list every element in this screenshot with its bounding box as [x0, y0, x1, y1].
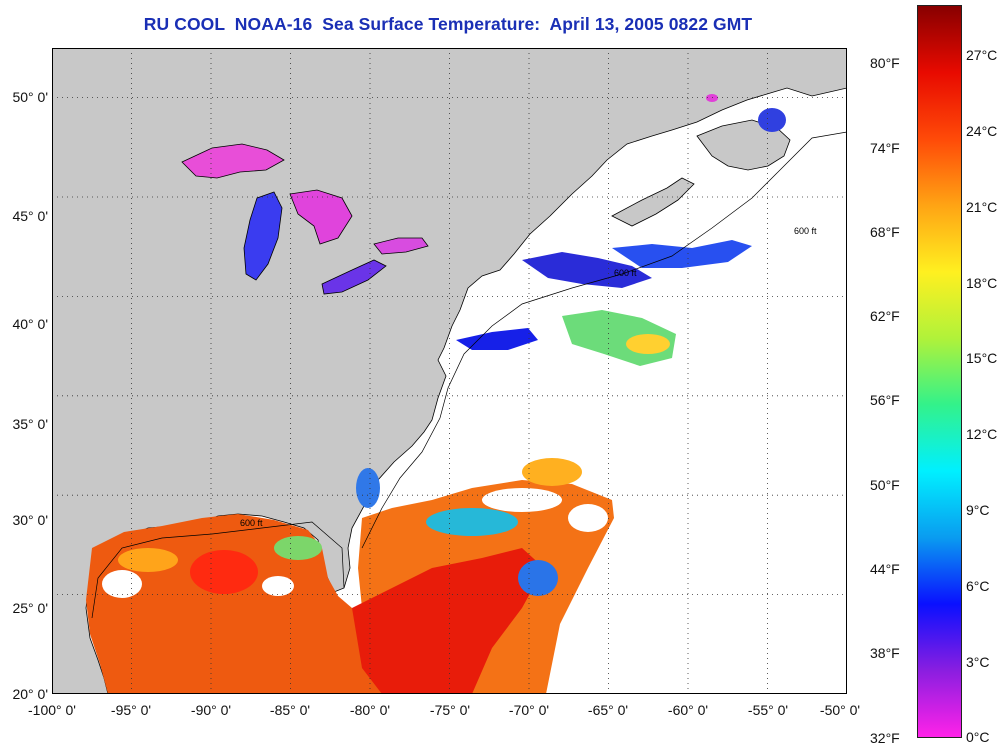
lon-label-100: -100° 0' — [28, 702, 76, 718]
colorbar-c-tick-24: 24°C — [966, 123, 998, 139]
lat-label-45: 45° 0' — [12, 208, 48, 224]
colorbar-f-tick-38: 38°F — [870, 645, 900, 661]
lat-label-50: 50° 0' — [12, 89, 48, 105]
sst-newfoundland-cold — [758, 108, 786, 132]
lon-label-55: -55° 0' — [747, 702, 789, 718]
contour-label-nc: 600 ft — [614, 268, 637, 278]
map-frame — [52, 48, 847, 694]
lat-label-35: 35° 0' — [12, 416, 48, 432]
sst-warm-patch-north — [522, 458, 582, 486]
colorbar-f-tick-44: 44°F — [870, 561, 900, 577]
sst-cool-eddy — [518, 560, 558, 596]
isobath-atlantic — [361, 131, 847, 549]
sst-cloud-offshore — [482, 488, 562, 512]
sst-gulf-cloud — [102, 570, 142, 598]
lon-label-65: -65° 0' — [587, 702, 629, 718]
map-title: RU COOL NOAA-16 Sea Surface Temperature:… — [143, 14, 753, 34]
lake-superior — [181, 143, 285, 179]
sst-gulf-cool-shelf — [118, 548, 178, 572]
sst-florida-shelf — [274, 536, 322, 560]
contour-labels: 600 ft 600 ft 600 ft — [240, 226, 817, 528]
lon-label-60: -60° 0' — [667, 702, 709, 718]
colorbar-c-tick-6: 6°C — [966, 578, 990, 594]
sst-georges-bank — [612, 240, 752, 268]
colorbar-c-tick-15: 15°C — [966, 350, 998, 366]
colorbar-c-tick-21: 21°C — [966, 199, 998, 215]
sst-gulf-stream — [352, 548, 544, 694]
sst-gulf-warm-core — [190, 550, 258, 594]
colorbar-f-tick-74: 74°F — [870, 140, 900, 156]
lat-label-30: 30° 0' — [12, 512, 48, 528]
isobath-gulf — [91, 521, 345, 619]
colorbar-c-tick-18: 18°C — [966, 275, 998, 291]
colorbar-c-tick-27: 27°C — [966, 47, 998, 63]
colorbar-f-tick-80: 80°F — [870, 55, 900, 71]
lon-label-85: -85° 0' — [269, 702, 311, 718]
lat-label-40: 40° 0' — [12, 316, 48, 332]
great-lakes — [181, 143, 429, 295]
lat-label-25: 25° 0' — [12, 600, 48, 616]
sst-cool-band — [426, 508, 518, 536]
sst-mid-atlantic-cold — [456, 328, 538, 350]
lat-label-20: 20° 0' — [12, 686, 48, 702]
lon-label-70: -70° 0' — [508, 702, 550, 718]
colorbar-c-tick-3: 3°C — [966, 654, 990, 670]
colorbar-f-tick-62: 62°F — [870, 308, 900, 324]
contour-label-gulf: 600 ft — [240, 518, 263, 528]
lon-label-75: -75° 0' — [429, 702, 471, 718]
sst-map[interactable]: 600 ft 600 ft 600 ft — [52, 48, 847, 694]
sst-stlawrence-cold — [706, 94, 718, 102]
isobath-contours — [91, 131, 847, 619]
lake-ontario — [373, 237, 429, 255]
colorbar-c-tick-9: 9°C — [966, 502, 990, 518]
land-newfoundland — [696, 119, 791, 171]
sst-data-layer — [86, 94, 786, 694]
lake-huron — [289, 189, 353, 245]
lon-label-90: -90° 0' — [190, 702, 232, 718]
colorbar-f-tick-56: 56°F — [870, 392, 900, 408]
sst-gulf-cloud-2 — [262, 576, 294, 596]
sst-cloud-offshore-2 — [568, 504, 608, 532]
lon-label-50: -50° 0' — [819, 702, 861, 718]
sst-gulf-of-maine-cold — [522, 252, 652, 288]
sst-carolina-shelf — [356, 468, 380, 508]
lake-michigan — [243, 191, 283, 281]
land-nova-scotia — [611, 177, 695, 227]
colorbar-c-tick-12: 12°C — [966, 426, 998, 442]
lon-label-95: -95° 0' — [110, 702, 152, 718]
colorbar-c-tick-0: 0°C — [966, 729, 990, 745]
colorbar-f-tick-68: 68°F — [870, 224, 900, 240]
colorbar-f-tick-32: 32°F — [870, 730, 900, 746]
sst-slope-warm — [626, 334, 670, 354]
lon-label-80: -80° 0' — [349, 702, 391, 718]
colorbar — [917, 5, 962, 738]
contour-label-ns: 600 ft — [794, 226, 817, 236]
colorbar-f-tick-50: 50°F — [870, 477, 900, 493]
